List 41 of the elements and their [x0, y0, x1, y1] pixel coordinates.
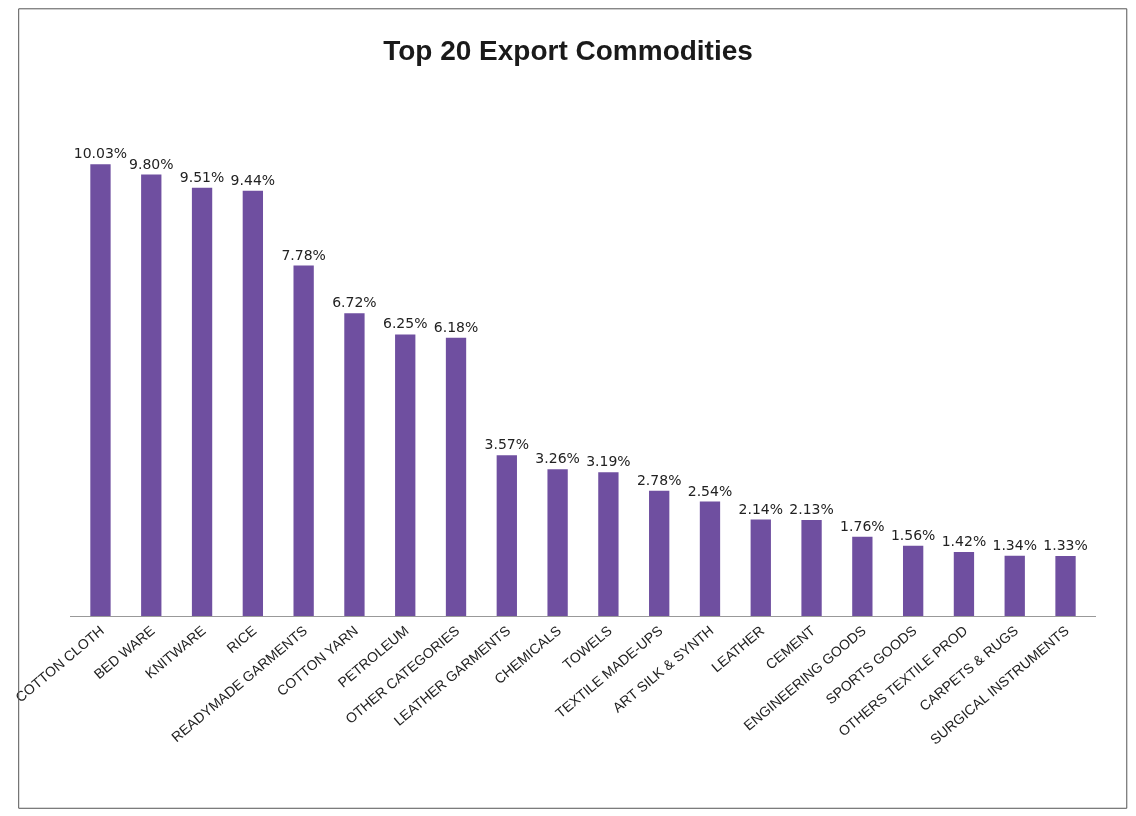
chart-title: Top 20 Export Commodities	[383, 35, 753, 67]
bar	[547, 469, 568, 616]
data-label: 7.78%	[281, 246, 326, 263]
data-label: 2.78%	[636, 471, 682, 488]
data-label: 9.80%	[129, 155, 174, 172]
bar	[1004, 555, 1025, 616]
data-label: 1.56%	[890, 526, 936, 543]
data-label: 6.18%	[433, 318, 479, 335]
bar	[395, 334, 416, 616]
bar	[699, 501, 721, 616]
data-label: 2.54%	[687, 482, 733, 499]
bar	[141, 174, 162, 616]
data-label: 9.51%	[179, 168, 225, 185]
data-label: 2.13%	[789, 501, 834, 518]
data-label: 10.03%	[73, 145, 128, 162]
data-label: 6.25%	[382, 315, 428, 332]
bar	[953, 552, 975, 616]
bar	[90, 164, 111, 616]
data-label: 1.34%	[992, 536, 1037, 553]
data-label: 1.76%	[840, 517, 885, 534]
bar	[1055, 556, 1076, 616]
bar	[852, 536, 873, 616]
bar	[191, 187, 213, 616]
data-label: 2.14%	[738, 500, 784, 517]
bar	[242, 190, 264, 616]
bar	[496, 455, 517, 616]
bar	[598, 472, 619, 616]
data-label: 6.72%	[332, 294, 377, 311]
data-label: 1.42%	[941, 533, 987, 550]
bar	[801, 520, 822, 616]
bar	[750, 519, 771, 616]
data-label: 9.44%	[230, 171, 276, 188]
data-label: 3.19%	[586, 453, 631, 470]
bar	[902, 545, 924, 616]
bar	[344, 313, 365, 616]
bar	[445, 337, 467, 616]
data-label: 1.33%	[1043, 537, 1088, 554]
data-label: 3.57%	[484, 436, 530, 453]
bar	[649, 490, 670, 616]
data-label: 3.26%	[535, 450, 580, 467]
bar	[293, 265, 314, 616]
